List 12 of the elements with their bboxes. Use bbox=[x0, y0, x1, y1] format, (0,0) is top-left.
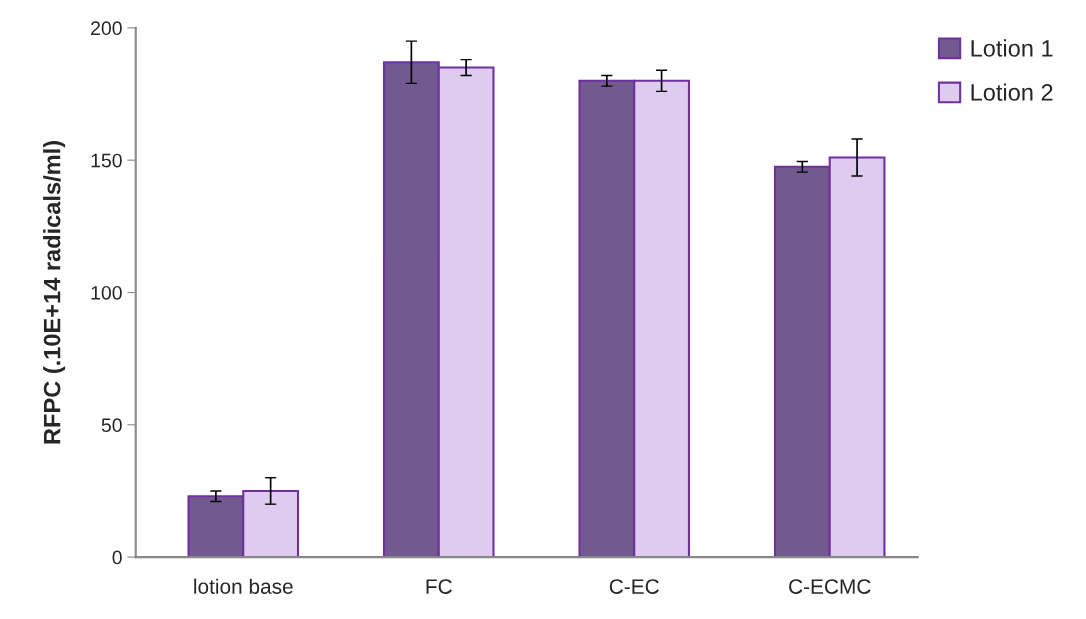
x-tick-label: C-EC bbox=[609, 579, 659, 594]
legend-label: Lotion 2 bbox=[971, 83, 1053, 101]
x-tick-label: C-ECMC bbox=[789, 579, 871, 594]
y-tick-label: 50 bbox=[101, 418, 122, 433]
legend-label: Lotion 1 bbox=[971, 39, 1053, 57]
y-tick-label: 100 bbox=[91, 285, 122, 300]
x-tick-label: FC bbox=[426, 579, 452, 594]
y-tick-label: 200 bbox=[91, 21, 122, 36]
y-tick-label: 0 bbox=[112, 550, 122, 565]
x-tick-label: lotion base bbox=[194, 578, 293, 594]
y-axis-title: RFPC (.10E+14 radicals/ml) bbox=[43, 141, 66, 444]
y-tick-label: 150 bbox=[91, 153, 122, 168]
